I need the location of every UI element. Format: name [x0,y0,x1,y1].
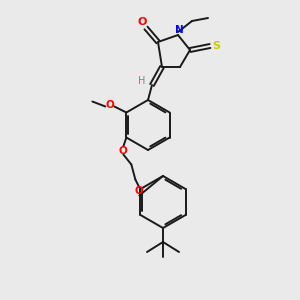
Text: O: O [137,17,147,27]
Text: S: S [212,41,220,51]
Text: O: O [135,187,144,196]
Text: H: H [138,76,146,86]
Text: O: O [106,100,115,110]
Text: O: O [119,146,128,155]
Text: N: N [175,25,183,35]
